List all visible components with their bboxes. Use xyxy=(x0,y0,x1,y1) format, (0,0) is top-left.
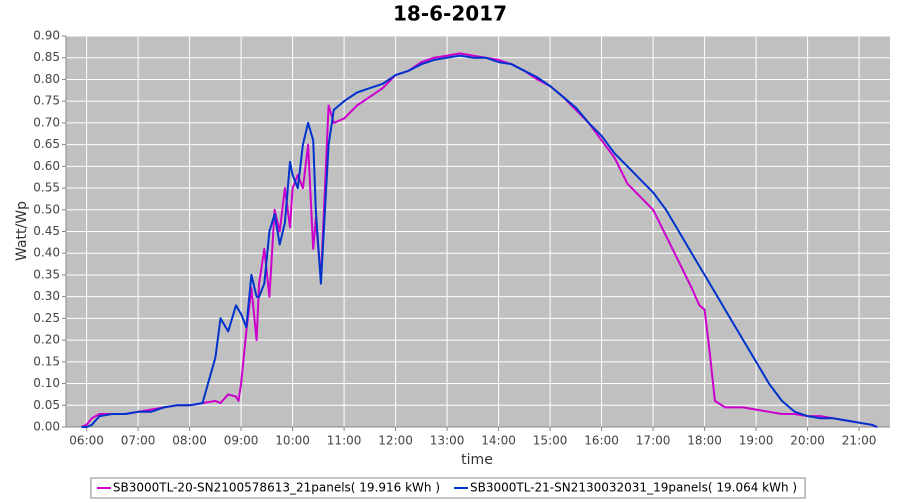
y-tick-label: 0.80 xyxy=(33,72,60,86)
y-tick-label: 0.55 xyxy=(33,181,60,195)
x-tick-label: 06:00 xyxy=(69,434,104,448)
x-tick-label: 21:00 xyxy=(842,434,877,448)
x-tick-label: 09:00 xyxy=(224,434,259,448)
x-tick-label: 19:00 xyxy=(739,434,774,448)
y-tick-label: 0.75 xyxy=(33,94,60,108)
x-tick-label: 18:00 xyxy=(687,434,722,448)
x-tick-label: 16:00 xyxy=(584,434,619,448)
y-tick-label: 0.25 xyxy=(33,311,60,325)
legend-label: SB3000TL-21-SN2130032031_19panels( 19.06… xyxy=(470,481,797,495)
series-line xyxy=(81,54,878,428)
x-tick-label: 17:00 xyxy=(636,434,671,448)
y-tick-label: 0.35 xyxy=(33,267,60,281)
y-tick-label: 0.70 xyxy=(33,115,60,129)
x-tick-label: 14:00 xyxy=(481,434,516,448)
x-tick-label: 08:00 xyxy=(172,434,207,448)
x-tick-label: 10:00 xyxy=(275,434,310,448)
y-tick-label: 0.50 xyxy=(33,202,60,216)
y-tick-label: 0.40 xyxy=(33,246,60,260)
y-axis-label: Watt/Wp xyxy=(14,201,30,261)
y-tick-label: 0.05 xyxy=(33,398,60,412)
y-tick-label: 0.45 xyxy=(33,224,60,238)
x-tick-label: 12:00 xyxy=(378,434,413,448)
y-tick-label: 0.30 xyxy=(33,289,60,303)
y-tick-label: 0.85 xyxy=(33,50,60,64)
x-tick-label: 13:00 xyxy=(430,434,465,448)
chart-title: 18-6-2017 xyxy=(393,2,507,26)
legend-label: SB3000TL-20-SN2100578613_21panels( 19.91… xyxy=(113,481,440,495)
y-tick-label: 0.65 xyxy=(33,137,60,151)
y-tick-label: 0.15 xyxy=(33,354,60,368)
y-tick-label: 0.90 xyxy=(33,29,60,43)
y-tick-label: 0.60 xyxy=(33,159,60,173)
x-tick-label: 20:00 xyxy=(790,434,825,448)
series-line xyxy=(81,52,878,428)
y-tick-label: 0.20 xyxy=(33,333,60,347)
x-tick-label: 07:00 xyxy=(121,434,156,448)
x-tick-label: 11:00 xyxy=(327,434,362,448)
legend xyxy=(90,477,806,499)
y-tick-label: 0.10 xyxy=(33,376,60,390)
y-tick-label: 0.00 xyxy=(33,420,60,434)
x-tick-label: 15:00 xyxy=(533,434,568,448)
x-axis-label: time xyxy=(461,452,493,468)
